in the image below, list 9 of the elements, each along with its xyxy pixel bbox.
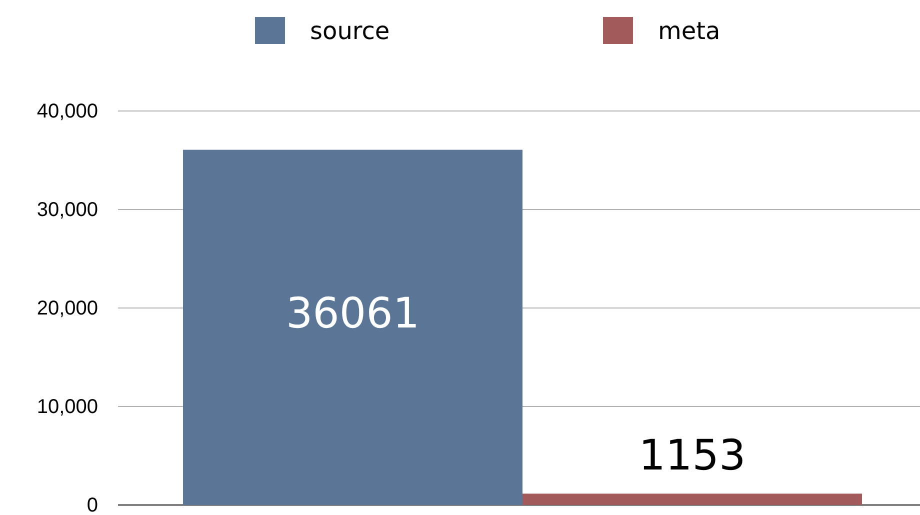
data-label: 36061 <box>286 288 420 338</box>
y-tick-label: 30,000 <box>36 198 98 221</box>
y-tick-label: 20,000 <box>36 297 98 320</box>
y-tick-label: 0 <box>86 494 98 515</box>
y-tick-label: 40,000 <box>36 100 98 122</box>
legend-label: source <box>310 17 390 45</box>
y-tick-label: 10,000 <box>36 396 98 418</box>
legend-label: meta <box>658 17 720 45</box>
data-label: 1153 <box>638 430 746 480</box>
